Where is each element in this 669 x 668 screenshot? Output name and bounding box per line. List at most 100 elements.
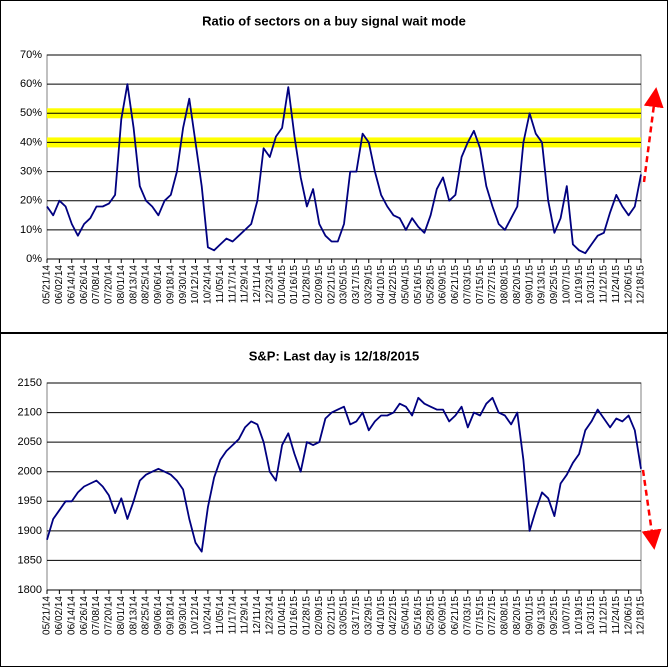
x-tick-label: 10/31/15 — [586, 596, 597, 635]
x-tick-label: 01/04/15 — [277, 265, 288, 304]
x-tick-label: 01/16/15 — [289, 265, 300, 304]
trend-arrow — [641, 469, 662, 550]
x-tick-label: 08/25/14 — [141, 596, 152, 635]
x-tick-label: 05/28/15 — [425, 596, 436, 635]
x-tick-label: 02/21/15 — [326, 596, 337, 635]
y-tick-label: 20% — [20, 195, 42, 207]
x-tick-label: 09/30/14 — [178, 596, 189, 635]
x-tick-label: 07/08/14 — [91, 265, 102, 304]
x-tick-label: 06/21/15 — [450, 596, 461, 635]
chart-title: Ratio of sectors on a buy signal wait mo… — [202, 13, 466, 28]
x-tick-label: 09/01/15 — [524, 596, 535, 635]
panel: 1800 1850 1900 1950 2000 2050 2100 2150 05/21/14… — [18, 377, 647, 635]
x-tick-label: 07/15/15 — [475, 265, 486, 304]
x-tick-label: 06/21/15 — [450, 265, 461, 304]
y-tick-label: 2050 — [18, 436, 42, 448]
x-tick-label: 03/17/15 — [351, 265, 362, 304]
x-tick-label: 06/09/15 — [438, 596, 449, 635]
x-tick-label: 09/06/14 — [153, 596, 164, 635]
x-tick-label: 03/29/15 — [363, 596, 374, 635]
x-tick-label: 06/26/14 — [79, 596, 90, 635]
x-tick-label: 12/11/14 — [252, 596, 263, 635]
x-tick-label: 05/16/15 — [413, 596, 424, 635]
x-tick-label: 12/11/14 — [252, 265, 263, 304]
x-tick-label: 05/04/15 — [401, 265, 412, 304]
y-tick-label: 70% — [20, 49, 42, 61]
x-tick-label: 10/12/14 — [190, 596, 201, 635]
x-tick-label: 02/21/15 — [326, 265, 337, 304]
x-tick-label: 08/01/14 — [116, 596, 127, 635]
x-tick-label: 03/05/15 — [339, 265, 350, 304]
x-tick-label: 10/07/15 — [561, 596, 572, 635]
x-tick-label: 07/27/15 — [487, 265, 498, 304]
x-tick-label: 09/01/15 — [524, 265, 535, 304]
x-tick-label: 05/21/14 — [42, 596, 53, 635]
x-tick-label: 11/29/14 — [240, 596, 251, 635]
x-tick-label: 10/12/14 — [190, 265, 201, 304]
x-tick-label: 07/03/15 — [462, 265, 473, 304]
x-tick-label: 07/27/15 — [487, 596, 498, 635]
x-tick-label: 08/08/15 — [500, 596, 511, 635]
x-tick-label: 09/13/15 — [537, 596, 548, 635]
x-tick-label: 07/15/15 — [475, 596, 486, 635]
x-tick-label: 11/17/14 — [227, 596, 238, 635]
line — [46, 396, 642, 553]
x-tick-label: 12/18/15 — [636, 265, 647, 304]
x-tick-label: 09/30/14 — [178, 265, 189, 304]
x-tick-label: 09/25/15 — [549, 265, 560, 304]
x-tick-label: 04/10/15 — [376, 596, 387, 635]
x-tick-label: 10/24/14 — [203, 596, 214, 635]
x-tick-label: 02/09/15 — [314, 596, 325, 635]
x-tick-label: 01/16/15 — [289, 596, 300, 635]
plot-area — [46, 382, 642, 591]
x-tick-label: 12/23/14 — [264, 596, 275, 635]
x-tick-label: 06/09/15 — [438, 265, 449, 304]
line — [46, 83, 642, 255]
x-tick-label: 10/31/15 — [586, 265, 597, 304]
x-tick-label: 04/10/15 — [376, 265, 387, 304]
x-tick-label: 11/12/15 — [599, 596, 610, 635]
y-tick-label: 60% — [20, 78, 42, 90]
y-tick-label: 40% — [20, 136, 42, 148]
y-tick-label: 2000 — [18, 466, 42, 478]
x-tick-label: 06/02/14 — [54, 596, 65, 635]
x-tick-label: 08/25/14 — [141, 265, 152, 304]
panel: 0%10%20%30%40%50%60%70%05/21/14 06/02/14 0… — [20, 49, 647, 304]
y-tick-label: 1900 — [18, 525, 42, 537]
x-tick-label: 11/12/15 — [599, 265, 610, 304]
x-tick-label: 09/18/14 — [165, 265, 176, 304]
x-tick-label: 07/08/14 — [91, 596, 102, 635]
y-tick-label: 30% — [20, 165, 42, 177]
x-tick-label: 09/18/14 — [165, 596, 176, 635]
x-tick-label: 08/20/15 — [512, 265, 523, 304]
y-tick-label: 1950 — [18, 495, 42, 507]
x-tick-label: 07/03/15 — [462, 596, 473, 635]
x-tick-label: 10/19/15 — [574, 596, 585, 635]
x-tick-label: 06/14/14 — [66, 596, 77, 635]
x-tick-label: 06/26/14 — [79, 265, 90, 304]
x-tick-label: 03/05/15 — [339, 596, 350, 635]
x-tick-label: 08/20/15 — [512, 596, 523, 635]
x-tick-label: 09/13/15 — [537, 265, 548, 304]
x-tick-label: 02/09/15 — [314, 265, 325, 304]
x-tick-label: 11/29/14 — [240, 265, 251, 304]
x-tick-label: 10/07/15 — [561, 265, 572, 304]
x-tick-label: 03/29/15 — [363, 265, 374, 304]
x-tick-label: 04/22/15 — [388, 265, 399, 304]
x-tick-label: 09/06/14 — [153, 265, 164, 304]
x-tick-label: 11/17/14 — [227, 265, 238, 304]
y-tick-label: 0% — [26, 253, 42, 265]
chart-title: S&P: Last day is 12/18/2015 — [249, 348, 420, 363]
x-tick-label: 05/28/15 — [425, 265, 436, 304]
trend-arrow — [642, 87, 664, 183]
x-tick-label: 11/05/14 — [215, 596, 226, 635]
y-tick-label: 2150 — [18, 377, 42, 389]
x-tick-label: 03/17/15 — [351, 596, 362, 635]
x-tick-label: 11/24/15 — [611, 265, 622, 304]
x-tick-label: 09/25/15 — [549, 596, 560, 635]
x-tick-label: 12/18/15 — [636, 596, 647, 635]
x-tick-label: 12/06/15 — [623, 265, 634, 304]
x-tick-label: 01/28/15 — [302, 596, 313, 635]
x-tick-label: 01/28/15 — [302, 265, 313, 304]
